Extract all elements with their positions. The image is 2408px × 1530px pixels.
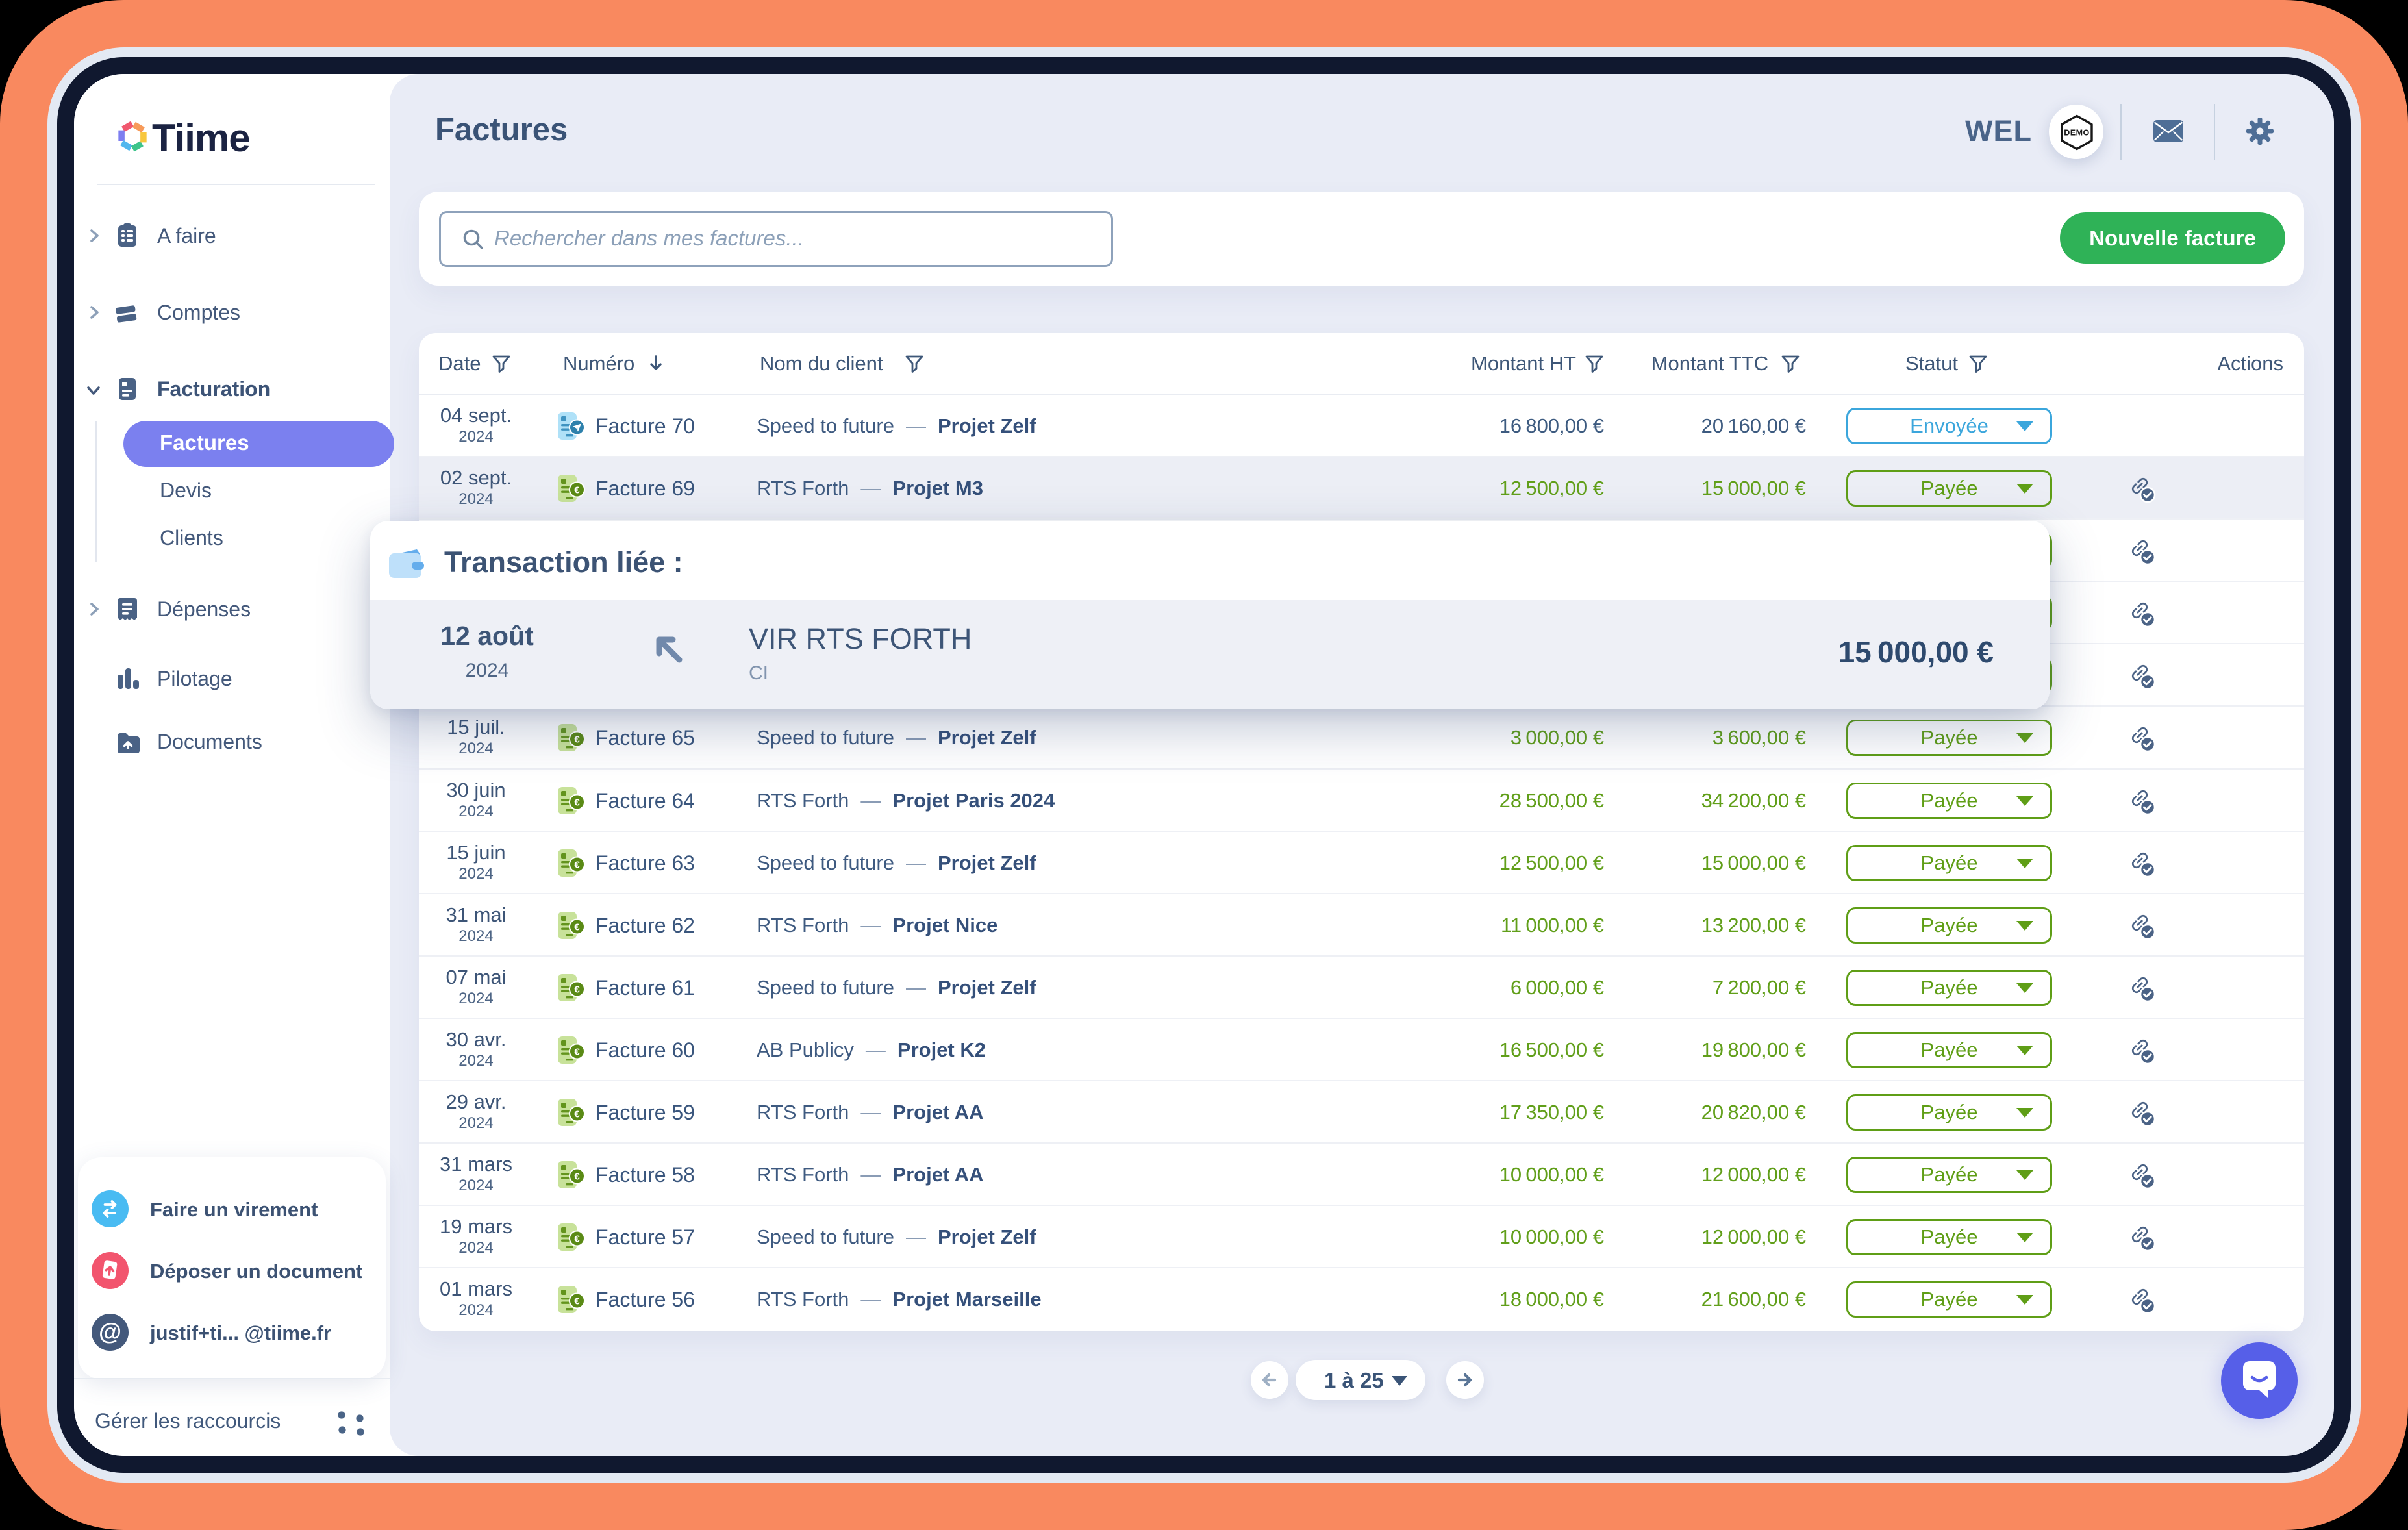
svg-text:€: € [574, 1109, 580, 1120]
svg-text:€: € [574, 1046, 580, 1057]
svg-text:€: € [574, 1234, 580, 1245]
svg-text:€: € [574, 984, 580, 995]
svg-text:€: € [574, 859, 580, 870]
svg-text:€: € [574, 922, 580, 933]
svg-text:€: € [574, 1172, 580, 1183]
svg-text:€: € [574, 1296, 580, 1307]
svg-text:€: € [574, 734, 580, 746]
svg-text:€: € [574, 797, 580, 808]
svg-text:€: € [574, 485, 580, 496]
svg-text:DEMO: DEMO [2064, 129, 2090, 138]
